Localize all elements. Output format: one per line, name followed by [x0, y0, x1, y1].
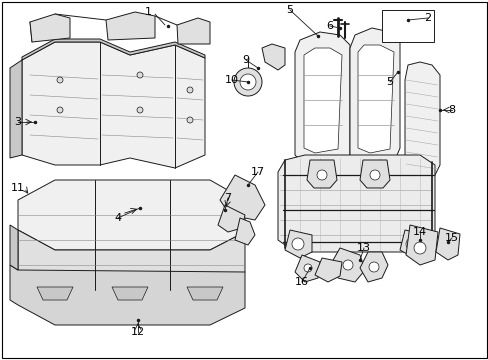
Polygon shape [285, 230, 311, 258]
Polygon shape [404, 62, 439, 180]
Polygon shape [262, 44, 285, 70]
Text: 5: 5 [286, 5, 293, 15]
Polygon shape [235, 218, 254, 245]
Circle shape [57, 107, 63, 113]
Text: 12: 12 [131, 327, 145, 337]
Circle shape [57, 77, 63, 83]
Polygon shape [435, 228, 459, 260]
Polygon shape [349, 28, 399, 165]
Text: 10: 10 [224, 75, 239, 85]
Text: 5: 5 [386, 77, 393, 87]
Text: 2: 2 [424, 13, 431, 23]
Polygon shape [357, 45, 393, 153]
Polygon shape [294, 255, 319, 282]
Circle shape [186, 87, 193, 93]
Text: 9: 9 [242, 55, 249, 65]
Polygon shape [10, 60, 22, 158]
Circle shape [137, 72, 142, 78]
Text: 3: 3 [15, 117, 21, 127]
Polygon shape [220, 175, 264, 220]
Polygon shape [359, 160, 389, 188]
Circle shape [240, 190, 249, 200]
Circle shape [316, 170, 326, 180]
Circle shape [405, 238, 417, 250]
Polygon shape [186, 287, 223, 300]
Polygon shape [405, 225, 437, 265]
Circle shape [254, 205, 261, 211]
Polygon shape [314, 258, 341, 282]
Polygon shape [106, 12, 155, 40]
Polygon shape [359, 252, 387, 282]
Text: 16: 16 [294, 277, 308, 287]
Polygon shape [294, 32, 349, 170]
Text: 15: 15 [444, 233, 458, 243]
Text: 11: 11 [11, 183, 25, 193]
Text: 14: 14 [412, 227, 426, 237]
Polygon shape [177, 18, 209, 44]
Text: 4: 4 [114, 213, 122, 223]
Polygon shape [10, 225, 18, 270]
Circle shape [240, 74, 256, 90]
Polygon shape [112, 287, 148, 300]
Polygon shape [10, 265, 244, 325]
Polygon shape [18, 180, 244, 250]
Text: 8: 8 [447, 105, 455, 115]
Polygon shape [399, 230, 427, 258]
Circle shape [368, 262, 378, 272]
Circle shape [291, 238, 304, 250]
Circle shape [413, 242, 425, 254]
Polygon shape [278, 155, 434, 252]
Text: 7: 7 [224, 193, 231, 203]
Text: 13: 13 [356, 243, 370, 253]
Text: 1: 1 [144, 7, 151, 17]
Polygon shape [331, 248, 364, 282]
Circle shape [369, 170, 379, 180]
Circle shape [234, 68, 262, 96]
Circle shape [238, 232, 245, 240]
Circle shape [137, 107, 142, 113]
Circle shape [304, 264, 311, 272]
Polygon shape [22, 42, 204, 168]
Polygon shape [306, 160, 336, 188]
Polygon shape [18, 230, 244, 290]
Polygon shape [218, 205, 244, 232]
FancyBboxPatch shape [381, 10, 433, 42]
Polygon shape [37, 287, 73, 300]
Circle shape [231, 207, 238, 213]
Text: 6: 6 [326, 21, 333, 31]
Text: 17: 17 [250, 167, 264, 177]
Polygon shape [304, 48, 341, 153]
Circle shape [224, 218, 231, 226]
Polygon shape [30, 14, 70, 42]
Circle shape [186, 117, 193, 123]
Circle shape [342, 260, 352, 270]
Polygon shape [22, 39, 204, 60]
